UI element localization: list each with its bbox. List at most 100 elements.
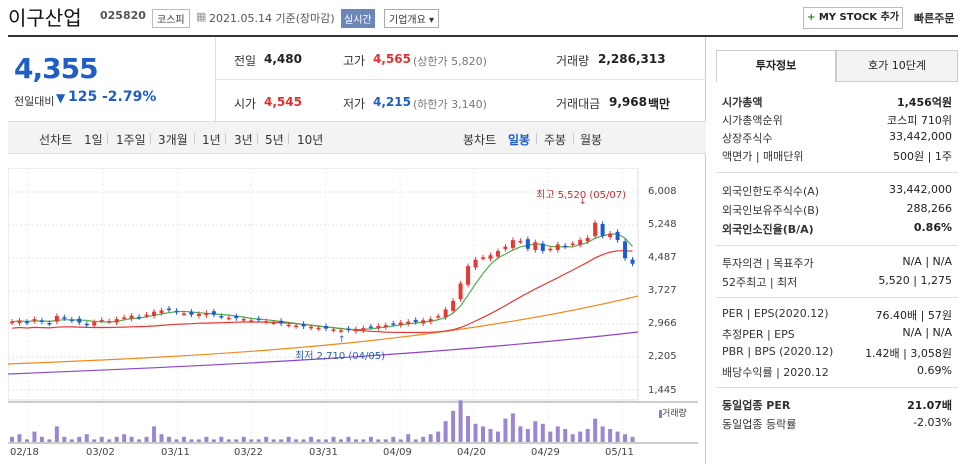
period-daily[interactable]: 일봉 xyxy=(508,133,531,147)
period-toolbar xyxy=(8,121,706,154)
chart-grid xyxy=(8,168,698,444)
candle xyxy=(391,320,396,327)
volume-bar xyxy=(600,426,605,442)
volume-bar xyxy=(338,439,343,442)
volume-bar xyxy=(54,426,59,442)
candle xyxy=(122,314,127,320)
invest-row: 시가총액 1,456억원 xyxy=(722,94,952,112)
company-overview-dropdown[interactable]: 기업개요 ▾ xyxy=(384,9,440,28)
invest-value: 5,520 | 1,275 xyxy=(878,274,952,287)
market-badge: 코스피 xyxy=(152,9,190,28)
volume-value: 2,286,313 xyxy=(598,52,666,66)
candle xyxy=(129,312,134,322)
volume-bar xyxy=(10,436,14,442)
candle xyxy=(436,313,441,320)
quick-order-link[interactable]: 빠른주문 xyxy=(914,12,955,25)
candle xyxy=(279,318,284,326)
volume-bar xyxy=(623,434,628,442)
candles xyxy=(10,220,635,334)
candle xyxy=(264,318,269,324)
period-10y[interactable]: 10년 xyxy=(297,133,324,147)
volume-bar xyxy=(129,436,134,442)
candle xyxy=(114,316,119,326)
invest-row: 상장주식수 33,442,000 xyxy=(722,130,952,148)
x-tick: 04/29 xyxy=(531,447,560,458)
period-3y[interactable]: 3년 xyxy=(234,133,253,147)
volume-bar xyxy=(77,436,82,442)
invest-key[interactable]: 동일업종 PER xyxy=(722,399,791,412)
candle xyxy=(473,257,478,271)
volume-bar xyxy=(301,439,306,442)
period-3m[interactable]: 3개월 xyxy=(158,133,188,147)
candle xyxy=(555,241,560,253)
line-chart-label: 선차트 xyxy=(39,133,73,147)
period-monthly[interactable]: 월봉 xyxy=(580,133,603,147)
volume-bar xyxy=(413,439,418,442)
invest-key[interactable]: 동일업종 등락률 xyxy=(722,418,797,431)
period-weekly[interactable]: 주봉 xyxy=(544,133,567,147)
volume-bar xyxy=(383,439,388,442)
upper-limit: (상한가 5,820) xyxy=(413,55,487,68)
period-1d[interactable]: 1일 xyxy=(84,133,103,147)
candle xyxy=(189,309,194,318)
realtime-button[interactable]: 실시간 xyxy=(341,9,375,28)
volume-bar xyxy=(458,400,463,442)
volume-bars xyxy=(10,400,635,442)
x-tick: 05/11 xyxy=(605,447,634,458)
candle xyxy=(540,240,545,254)
invest-value: 500원 | 1주 xyxy=(893,150,952,163)
period-5y[interactable]: 5년 xyxy=(265,133,284,147)
candle xyxy=(196,311,201,319)
volume-bar xyxy=(481,426,485,442)
candle xyxy=(466,263,471,288)
volume-bar xyxy=(174,439,179,442)
prev-close-label: 전일 xyxy=(234,54,257,68)
candle xyxy=(32,316,37,324)
volume-bar xyxy=(122,434,127,442)
volume-bar xyxy=(585,429,590,442)
candle xyxy=(39,317,44,325)
tab-invest-info[interactable]: 투자정보 xyxy=(716,50,836,82)
volume-bar xyxy=(443,421,448,442)
invest-key: 외국인한도주식수(A) xyxy=(722,185,820,198)
invest-key: 시가총액 xyxy=(722,96,763,109)
y-tick: 2,966 xyxy=(648,318,677,329)
volume-bar xyxy=(159,434,164,442)
invest-value: 코스피 710위 xyxy=(887,114,952,127)
add-mystock-button[interactable]: + MY STOCK 추가 xyxy=(803,7,903,29)
volume-bar xyxy=(436,431,441,442)
period-separator xyxy=(150,133,151,144)
candle xyxy=(249,317,254,323)
period-1w[interactable]: 1주일 xyxy=(116,133,146,147)
volume-bar xyxy=(451,410,456,442)
candle xyxy=(10,319,14,326)
volume-bar xyxy=(241,436,246,442)
invest-key: 상장주식수 xyxy=(722,132,773,145)
volume-bar xyxy=(608,429,613,442)
open-label: 시가 xyxy=(234,97,257,111)
volume-axis-label: 거래량 xyxy=(659,406,687,419)
candlestick-chart[interactable] xyxy=(8,168,698,444)
invest-value: 33,442,000 xyxy=(889,183,952,196)
low-label: 저가 xyxy=(343,97,366,111)
invest-key: 52주최고 | 최저 xyxy=(722,276,798,289)
period-separator xyxy=(107,133,108,144)
x-tick: 02/18 xyxy=(10,447,39,458)
candle xyxy=(316,325,321,331)
calendar-icon: ▦ xyxy=(196,10,207,23)
tab-orderbook-10[interactable]: 호가 10단계 xyxy=(836,50,958,82)
current-price: 4,355 xyxy=(14,52,99,85)
invest-key: 투자의견 | 목표주가 xyxy=(722,257,814,270)
mystock-label: MY STOCK 추가 xyxy=(818,12,900,23)
volume-bar xyxy=(615,431,620,442)
candle xyxy=(548,246,553,252)
x-tick: 03/31 xyxy=(309,447,338,458)
volume-bar xyxy=(144,436,149,442)
volume-bar xyxy=(196,439,201,442)
period-1y[interactable]: 1년 xyxy=(202,133,221,147)
candle xyxy=(361,325,366,333)
period-separator xyxy=(194,133,195,144)
high-annotation: 최고 5,520 (05/07) xyxy=(536,190,627,201)
candle xyxy=(451,298,456,314)
invest-divider xyxy=(716,387,958,388)
